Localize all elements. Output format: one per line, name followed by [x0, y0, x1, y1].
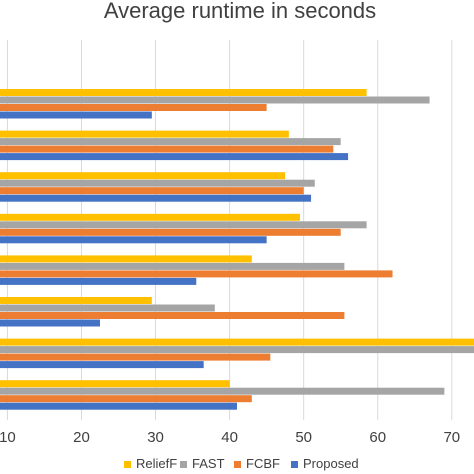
x-tick-label: 60 — [369, 429, 386, 446]
bar-proposed — [0, 277, 197, 285]
legend-swatch-relieff — [124, 461, 131, 468]
bar-relieff — [0, 380, 230, 388]
x-tick-label: 70 — [443, 429, 460, 446]
bar-proposed — [0, 111, 152, 119]
bar-fcbf — [0, 145, 334, 153]
legend-swatch-proposed — [291, 461, 298, 468]
bar-fast — [0, 262, 345, 270]
bar-relieff — [0, 297, 152, 304]
chart-title: Average runtime in seconds — [104, 0, 376, 23]
bar-relieff — [0, 213, 300, 221]
x-tick-label: 50 — [295, 429, 312, 446]
bar-proposed — [0, 194, 312, 202]
bar-fast — [0, 304, 215, 312]
bar-fcbf — [0, 228, 341, 236]
bar-fcbf — [0, 270, 393, 278]
bar-proposed — [0, 361, 204, 369]
x-tick-label: 40 — [221, 429, 238, 446]
bar-fcbf — [0, 353, 271, 361]
bar-relieff — [0, 338, 474, 346]
bar-fast — [0, 96, 430, 104]
bar-fast — [0, 221, 367, 229]
bar-relieff — [0, 172, 286, 180]
legend-swatch-fcbf — [234, 461, 241, 468]
bar-fast — [0, 346, 474, 354]
x-tick-labels: 10 20 30 40 50 60 70 — [0, 429, 460, 446]
bar-fcbf — [0, 104, 267, 111]
legend-label-fast: FAST — [192, 456, 225, 471]
bar-fast — [0, 138, 341, 146]
bar-relieff — [0, 255, 252, 263]
legend: ReliefF FAST FCBF Proposed — [124, 456, 359, 471]
legend-label-proposed: Proposed — [303, 456, 359, 471]
x-tick-label: 30 — [147, 429, 164, 446]
bar-fcbf — [0, 395, 252, 403]
x-tick-label: 10 — [0, 429, 16, 446]
legend-label-relieff: ReliefF — [136, 456, 177, 471]
legend-label-fcbf: FCBF — [246, 456, 280, 471]
bar-fast — [0, 179, 315, 187]
x-tick-label: 20 — [73, 429, 90, 446]
bar-fcbf — [0, 187, 304, 195]
bar-proposed — [0, 236, 267, 244]
bar-proposed — [0, 153, 349, 161]
bars-group — [0, 89, 474, 410]
bar-proposed — [0, 319, 100, 327]
bar-fast — [0, 387, 445, 395]
bar-proposed — [0, 402, 237, 410]
bar-fcbf — [0, 312, 345, 319]
bar-relieff — [0, 89, 367, 96]
bar-relieff — [0, 130, 289, 138]
legend-swatch-fast — [180, 461, 187, 468]
